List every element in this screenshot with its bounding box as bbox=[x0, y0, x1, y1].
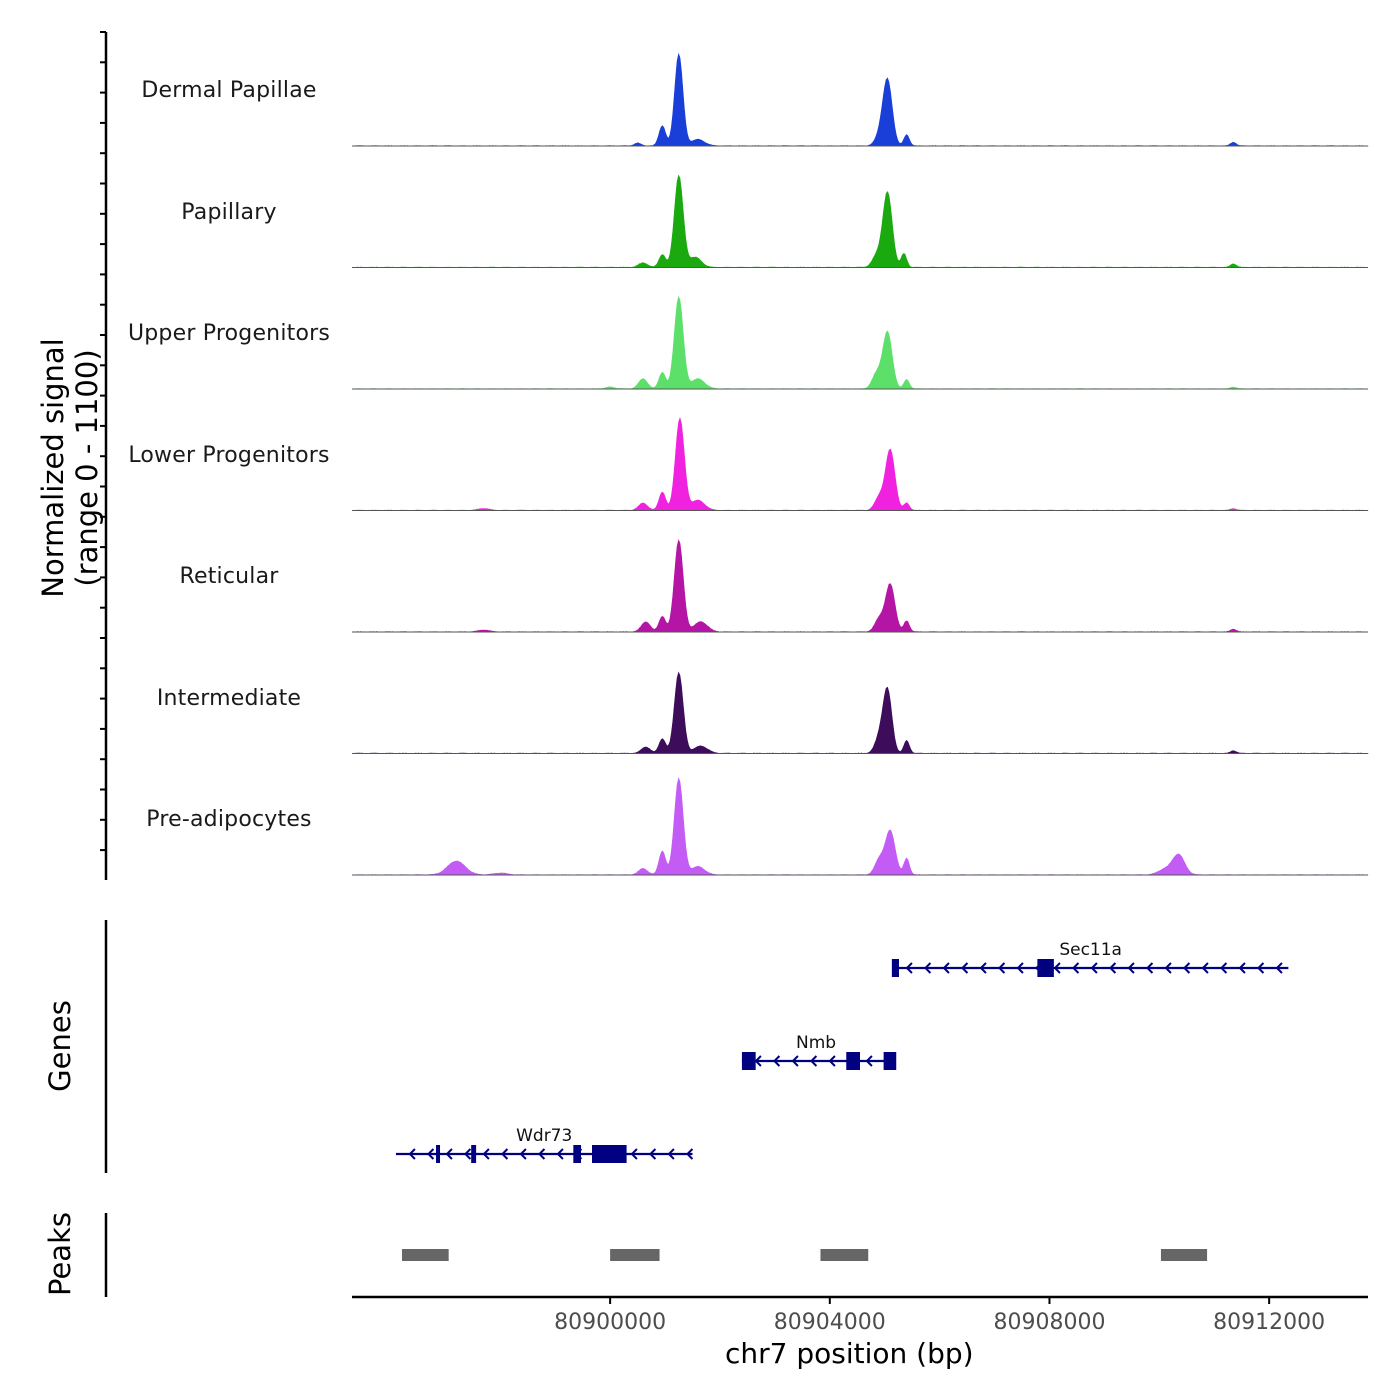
coverage-track bbox=[351, 295, 1369, 390]
coverage-area bbox=[351, 777, 1369, 876]
peak-region bbox=[820, 1249, 869, 1261]
strand-arrow bbox=[828, 1055, 836, 1067]
gene-exon bbox=[891, 959, 899, 977]
x-axis: 80900000 80904000 80908000 80912000 bbox=[352, 1295, 1368, 1335]
gene-name-label: Nmb bbox=[796, 1033, 836, 1053]
coverage-area bbox=[351, 671, 1369, 754]
gene-exon bbox=[741, 1052, 756, 1070]
x-tick-label: 80904000 bbox=[774, 1310, 886, 1335]
strand-arrow bbox=[538, 1148, 546, 1160]
y-axis-title: Normalized signal (range 0 - 1100) bbox=[36, 278, 104, 658]
strand-arrow bbox=[464, 1148, 472, 1160]
genes-axis-title: Genes bbox=[43, 1000, 77, 1092]
coverage-track bbox=[351, 777, 1369, 876]
gene-exon bbox=[471, 1145, 477, 1163]
strand-arrow bbox=[1257, 962, 1265, 974]
strand-arrow bbox=[1053, 962, 1061, 974]
strand-arrow bbox=[482, 1148, 490, 1160]
gene-exon bbox=[846, 1052, 860, 1070]
gene-track: Sec11a Nmb Wdr73 bbox=[395, 940, 1289, 1163]
strand-arrow bbox=[754, 1055, 762, 1067]
strand-arrow bbox=[979, 962, 987, 974]
gene-model: Nmb bbox=[741, 1033, 897, 1070]
strand-arrow bbox=[519, 1148, 527, 1160]
coverage-area bbox=[351, 52, 1369, 147]
strand-arrow bbox=[649, 1148, 657, 1160]
gene-name-label: Sec11a bbox=[1059, 940, 1122, 960]
strand-arrow bbox=[501, 1148, 509, 1160]
left-axes bbox=[100, 31, 108, 1297]
coverage-track bbox=[351, 671, 1369, 754]
strand-arrow bbox=[427, 1148, 435, 1160]
gene-exon bbox=[573, 1145, 582, 1163]
strand-arrow bbox=[1275, 962, 1283, 974]
strand-arrow bbox=[961, 962, 969, 974]
strand-arrow bbox=[686, 1148, 694, 1160]
gene-name-label: Wdr73 bbox=[516, 1126, 572, 1146]
strand-arrow bbox=[773, 1055, 781, 1067]
peak-region bbox=[1160, 1249, 1208, 1261]
peak-track bbox=[401, 1249, 1208, 1261]
strand-arrow bbox=[1164, 962, 1172, 974]
coverage-area bbox=[351, 295, 1369, 390]
strand-arrow bbox=[1238, 962, 1246, 974]
coverage-track bbox=[351, 416, 1369, 511]
strand-arrow bbox=[1220, 962, 1228, 974]
strand-arrow bbox=[905, 962, 913, 974]
track-label: Dermal Papillae bbox=[141, 78, 317, 103]
coverage-track bbox=[351, 539, 1368, 633]
gene-exon bbox=[883, 1052, 897, 1070]
coverage-area bbox=[351, 416, 1369, 511]
peak-region bbox=[610, 1249, 660, 1261]
strand-arrow bbox=[1016, 962, 1024, 974]
strand-arrow bbox=[1109, 962, 1117, 974]
x-tick-label: 80900000 bbox=[554, 1310, 666, 1335]
strand-arrow bbox=[1072, 962, 1080, 974]
strand-arrow bbox=[810, 1055, 818, 1067]
track-label: Pre-adipocytes bbox=[146, 807, 312, 832]
strand-arrow bbox=[924, 962, 932, 974]
coverage-track bbox=[351, 174, 1368, 268]
strand-arrow bbox=[630, 1148, 638, 1160]
coverage-tracks bbox=[351, 52, 1369, 876]
track-label: Intermediate bbox=[156, 685, 302, 711]
strand-arrow bbox=[865, 1055, 873, 1067]
strand-arrow bbox=[667, 1148, 675, 1160]
x-tick-label: 80912000 bbox=[1213, 1310, 1325, 1335]
coverage-track bbox=[351, 52, 1369, 147]
y-axis-title-line1: Normalized signal bbox=[36, 338, 70, 598]
strand-arrow bbox=[942, 962, 950, 974]
peaks-axis-title: Peaks bbox=[43, 1212, 77, 1296]
strand-arrow bbox=[1146, 962, 1154, 974]
strand-arrow bbox=[1127, 962, 1135, 974]
strand-arrow bbox=[791, 1055, 799, 1067]
track-label: Papillary bbox=[181, 199, 277, 225]
strand-arrow bbox=[1201, 962, 1209, 974]
peak-region bbox=[401, 1249, 449, 1261]
gene-model: Wdr73 bbox=[395, 1126, 694, 1163]
gene-exon bbox=[1037, 959, 1054, 977]
coverage-area bbox=[351, 539, 1368, 633]
track-label: Reticular bbox=[179, 564, 279, 589]
track-label: Lower Progenitors bbox=[128, 442, 330, 468]
strand-arrow bbox=[408, 1148, 416, 1160]
strand-arrow bbox=[1090, 962, 1098, 974]
gene-exon bbox=[436, 1145, 441, 1163]
strand-arrow bbox=[1183, 962, 1191, 974]
x-axis-title: chr7 position (bp) bbox=[725, 1337, 974, 1370]
x-tick-label: 80908000 bbox=[993, 1310, 1105, 1335]
track-label: Upper Progenitors bbox=[127, 321, 331, 346]
strand-arrow bbox=[556, 1148, 564, 1160]
strand-arrow bbox=[998, 962, 1006, 974]
gene-exon bbox=[591, 1145, 627, 1163]
coverage-area bbox=[351, 174, 1368, 268]
strand-arrow bbox=[445, 1148, 453, 1160]
gene-model: Sec11a bbox=[891, 940, 1289, 977]
